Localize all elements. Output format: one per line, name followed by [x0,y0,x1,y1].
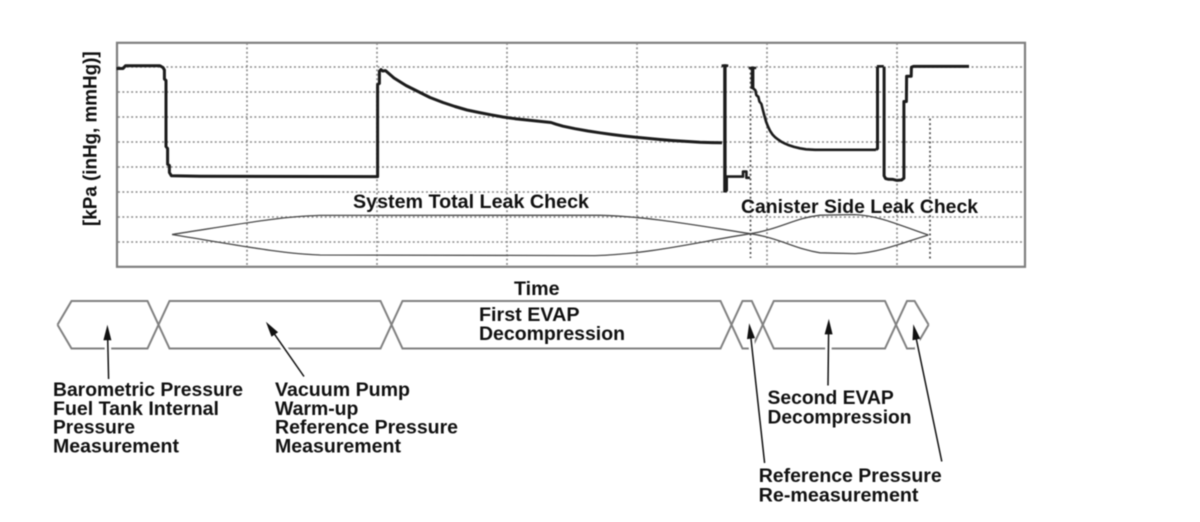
svg-text:Barometric Pressure: Barometric Pressure [53,379,243,401]
svg-text:Canister Side Leak Check: Canister Side Leak Check [741,196,978,218]
svg-text:Measurement: Measurement [275,436,402,458]
svg-text:Vacuum Pump: Vacuum Pump [275,379,410,401]
svg-text:Measurement: Measurement [53,436,180,458]
svg-text:First EVAP: First EVAP [479,304,580,326]
svg-text:Reference Pressure: Reference Pressure [275,417,458,439]
svg-text:Reference Pressure: Reference Pressure [759,465,942,487]
svg-text:Time: Time [514,278,560,300]
svg-text:Warm-up: Warm-up [275,398,358,420]
svg-text:Re-measurement: Re-measurement [759,484,919,506]
svg-text:Fuel Tank Internal: Fuel Tank Internal [53,398,219,420]
svg-text:Pressure: Pressure [53,417,135,439]
svg-text:Second EVAP: Second EVAP [768,387,894,409]
svg-text:[kPa (inHg, mmHg)]: [kPa (inHg, mmHg)] [80,51,102,226]
svg-text:Decompression: Decompression [479,323,625,345]
svg-text:System Total Leak Check: System Total Leak Check [353,191,589,213]
svg-text:Decompression: Decompression [768,407,912,429]
